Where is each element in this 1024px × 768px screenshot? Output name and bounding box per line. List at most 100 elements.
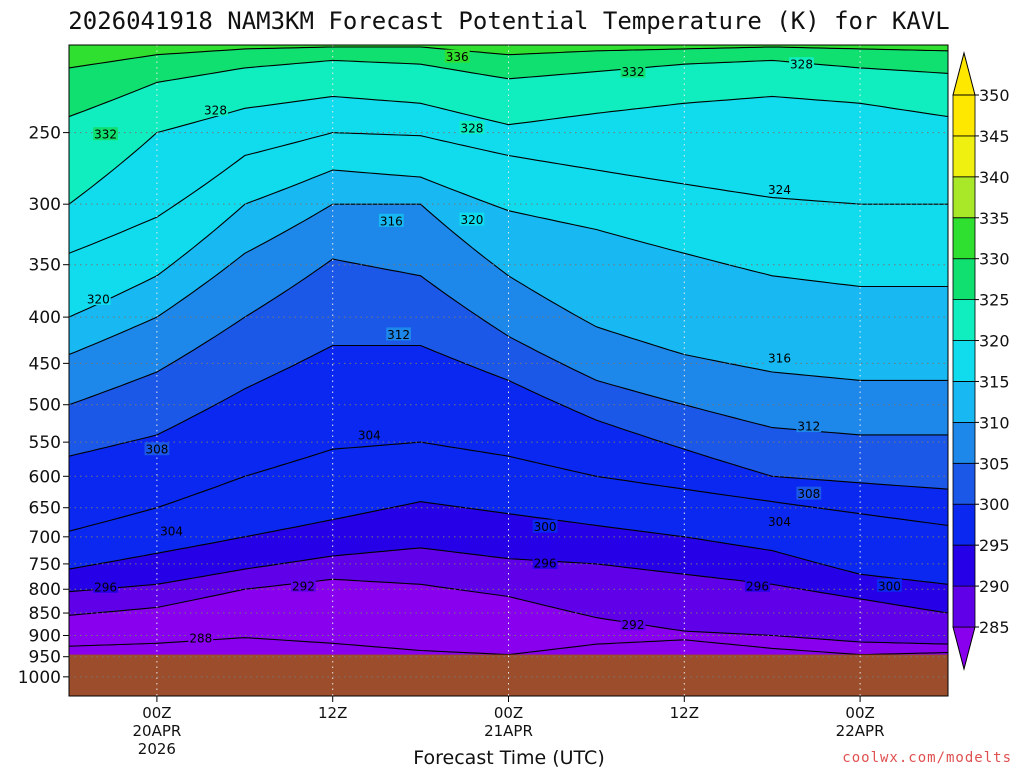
contour-label-bg	[532, 555, 558, 569]
isentrope-316	[69, 203, 948, 381]
contour-label-bg	[877, 578, 902, 592]
colorbar-swatch-345	[952, 94, 976, 137]
y-tick-label: 550	[29, 433, 61, 453]
colorbar-high-end	[952, 51, 976, 96]
contour-label-bg	[188, 631, 214, 645]
band-336	[69, 45, 948, 68]
y-tick-label: 800	[29, 580, 61, 600]
colorbar-label: 305	[979, 454, 1010, 473]
colorbar-label: 340	[979, 168, 1010, 187]
colorbar-swatch-310	[952, 381, 976, 423]
contour-label: 324	[768, 183, 791, 197]
colorbar-swatch-325	[952, 258, 976, 301]
contour-label: 296	[94, 580, 117, 594]
y-tick-label: 300	[29, 195, 61, 215]
x-tick-label: 00Z	[845, 704, 874, 722]
x-tick-label: 12Z	[670, 704, 699, 722]
y-tick-label: 700	[29, 528, 61, 548]
contour-label-bg	[532, 519, 558, 533]
isentrope-304	[69, 441, 948, 532]
x-tick-label: 2026	[138, 740, 176, 758]
x-tick-label: 00Z	[142, 704, 171, 722]
contour-label: 296	[746, 579, 769, 593]
contour-label: 304	[768, 515, 791, 529]
colorbar-label: 290	[979, 577, 1010, 596]
contour-label: 316	[768, 352, 791, 366]
contour-label: 332	[94, 128, 117, 142]
y-tick-label: 400	[29, 308, 61, 328]
contour-label: 300	[534, 520, 557, 534]
contour-label: 312	[797, 420, 820, 434]
x-axis-label: Forecast Time (UTC)	[413, 747, 604, 768]
colorbar-swatch-335	[952, 176, 976, 219]
contour-label-bg	[745, 578, 770, 592]
contour-label: 300	[878, 579, 901, 593]
theta-field	[69, 45, 948, 696]
contour-label-bg	[767, 514, 792, 528]
colorbar-swatch-305	[952, 421, 976, 464]
contour-label: 320	[87, 293, 110, 307]
colorbar-low-end	[952, 626, 976, 671]
contour-label-bg	[291, 578, 316, 592]
colorbar-swatch-295	[952, 503, 976, 546]
contour-label-bg	[144, 442, 170, 456]
contour-label: 316	[380, 214, 403, 228]
colorbar-label: 320	[979, 332, 1010, 351]
y-tick-label: 350	[29, 256, 61, 276]
contour-label-bg	[796, 419, 822, 433]
contour-label-bg	[767, 182, 792, 196]
y-tick-label: 450	[29, 354, 61, 374]
contour-label: 288	[189, 632, 212, 646]
y-tick-label: 950	[29, 648, 61, 668]
contour-label-bg	[620, 617, 646, 631]
contour-label: 292	[292, 579, 315, 593]
colorbar-swatch-290	[952, 544, 976, 587]
y-tick-label: 650	[29, 499, 61, 519]
contour-label-bg	[459, 212, 485, 226]
contour-label-bg	[444, 49, 470, 63]
y-axis: 250 300 350 400 450 500 550 600 650 700 750 800 850 9…	[18, 124, 69, 688]
y-tick-label: 850	[29, 604, 61, 624]
contour-label: 308	[797, 487, 820, 501]
x-tick-label: 12Z	[318, 704, 347, 722]
contour-label: 304	[160, 525, 183, 539]
y-tick-label: 750	[29, 555, 61, 575]
x-tick-label: 00Z	[494, 704, 523, 722]
colorbar-label: 345	[979, 127, 1010, 146]
x-tick-label: 20APR	[132, 722, 181, 740]
x-tick-label: 21APR	[484, 722, 533, 740]
contour-label: 296	[534, 556, 557, 570]
contour-label: 292	[622, 618, 645, 632]
colorbar-label: 330	[979, 250, 1010, 269]
contour-label-bg	[378, 213, 404, 227]
grid-lines	[69, 45, 948, 696]
colorbar-swatch-285	[952, 585, 976, 628]
colorbar-swatch-320	[952, 299, 976, 341]
colorbar-swatch-315	[952, 340, 976, 382]
contour-label: 320	[460, 213, 483, 227]
contour-label-bg	[386, 327, 411, 341]
colorbar-swatch-340	[952, 135, 976, 178]
contour-label-bg	[93, 127, 118, 141]
contour-label: 328	[204, 104, 227, 118]
contour-label-bg	[356, 427, 382, 441]
contour-labels: 336 332 328 328 332 328 324 316 320 320 312 316 312 3…	[85, 49, 902, 646]
contour-label: 336	[446, 50, 469, 64]
contour-label: 308	[145, 443, 168, 457]
contour-label-bg	[796, 486, 822, 500]
colorbar-swatch-300	[952, 462, 976, 505]
colorbar-label: 310	[979, 413, 1010, 432]
isentrope-308	[69, 344, 948, 490]
y-tick-label: 250	[29, 124, 61, 144]
contour-label-bg	[203, 103, 228, 116]
contour-label-bg	[459, 120, 485, 134]
contour-label-bg	[789, 57, 814, 71]
colorbar-label: 335	[979, 209, 1010, 228]
y-tick-label: 900	[29, 627, 61, 647]
contour-label: 304	[358, 428, 381, 442]
y-tick-label: 500	[29, 396, 61, 416]
contour-label: 312	[387, 328, 410, 342]
isentrope-336	[69, 46, 948, 69]
